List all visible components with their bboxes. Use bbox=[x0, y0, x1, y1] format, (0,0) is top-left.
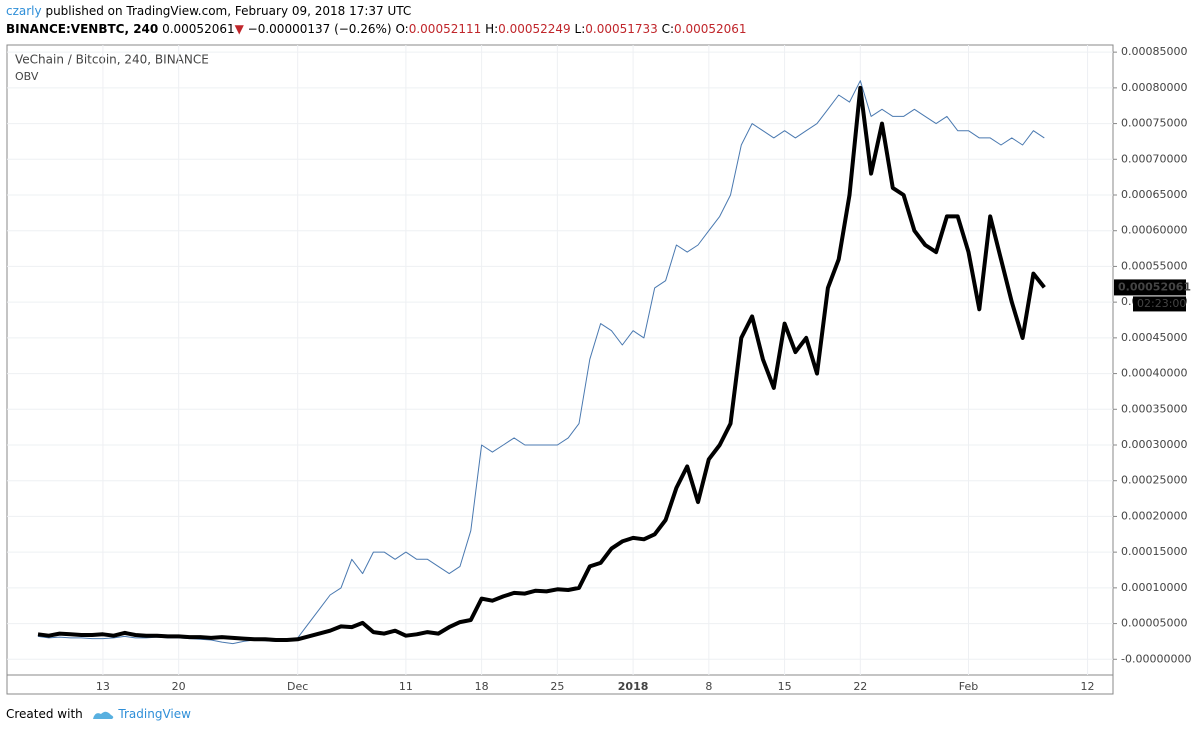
header: czarly published on TradingView.com, Feb… bbox=[6, 4, 411, 18]
created: Created with bbox=[6, 707, 83, 721]
y-tick-label: 0.00085000 bbox=[1121, 45, 1187, 58]
y-tick-label: -0.00000000 bbox=[1121, 652, 1191, 665]
series-line bbox=[37, 85, 1046, 642]
x-tick-label: 22 bbox=[853, 680, 867, 693]
y-tick-label: 0.00040000 bbox=[1121, 367, 1187, 380]
y-tick-label: 0.00055000 bbox=[1121, 259, 1187, 272]
y-tick-label: 0.00070000 bbox=[1121, 152, 1187, 165]
price-tag bbox=[1114, 279, 1186, 296]
open: 0.00052111 bbox=[408, 22, 482, 36]
frame bbox=[6, 44, 1114, 695]
price-tag-label: 0.00052061 bbox=[1118, 280, 1191, 293]
y-tick-label: 0.00030000 bbox=[1121, 438, 1187, 451]
symbol: BINANCE:VENBTC, 240 bbox=[6, 22, 159, 36]
x-tick-label: Dec bbox=[287, 680, 308, 693]
y-tick-label: 0.00020000 bbox=[1121, 509, 1187, 522]
y-tick-label: 0.00005000 bbox=[1121, 617, 1187, 630]
y-tick-label: 0.00065000 bbox=[1121, 188, 1187, 201]
y-tick-label: 0.00060000 bbox=[1121, 224, 1187, 237]
x-tick-label: 8 bbox=[705, 680, 712, 693]
o-label: O: bbox=[395, 22, 409, 36]
y-tick-label: 0.00015000 bbox=[1121, 545, 1187, 558]
x-tick-label: 11 bbox=[399, 680, 413, 693]
low: 0.00051733 bbox=[585, 22, 658, 36]
footer: Created with TradingView bbox=[6, 707, 191, 722]
x-tick-label: 18 bbox=[475, 680, 489, 693]
x-tick-label: 12 bbox=[1081, 680, 1095, 693]
l-label: L: bbox=[574, 22, 586, 36]
legend-entry: OBV bbox=[15, 70, 39, 83]
last: 0.00052061 bbox=[162, 22, 235, 36]
x-tick-label: 13 bbox=[96, 680, 110, 693]
brand[interactable]: TradingView bbox=[118, 707, 191, 721]
change: −0.00000137 (−0.26%) bbox=[247, 22, 392, 36]
c-label: C: bbox=[661, 22, 675, 36]
symbol-line: BINANCE:VENBTC, 240 0.00052061▼ −0.00000… bbox=[6, 22, 747, 36]
y-tick-label: 0.00080000 bbox=[1121, 81, 1187, 94]
x-tick-label: Feb bbox=[959, 680, 978, 693]
x-tick-label: 20 bbox=[172, 680, 186, 693]
x-tick-label: 25 bbox=[550, 680, 564, 693]
x-tick-label: 15 bbox=[778, 680, 792, 693]
timer-label: 02:23:00 bbox=[1137, 297, 1186, 310]
h-label: H: bbox=[485, 22, 499, 36]
y-tick-label: 0.00075000 bbox=[1121, 117, 1187, 130]
chart: VeChain / Bitcoin, 240, BINANCE -0.00000… bbox=[6, 44, 1191, 695]
x-tick-label: 2018 bbox=[618, 680, 649, 693]
logo bbox=[92, 711, 113, 719]
arrow: ▼ bbox=[234, 22, 244, 36]
y-tick-label: 0.00025000 bbox=[1121, 474, 1187, 487]
y-tick-label: 0.00045000 bbox=[1121, 331, 1187, 344]
y-tick-label: 0.00035000 bbox=[1121, 402, 1187, 415]
chart-title: VeChain / Bitcoin, 240, BINANCE bbox=[15, 53, 209, 67]
author[interactable]: czarly bbox=[6, 4, 42, 18]
high: 0.00052249 bbox=[498, 22, 571, 36]
published: published on TradingView.com, February 0… bbox=[45, 4, 412, 18]
y-tick-label: 0.00010000 bbox=[1121, 581, 1187, 594]
timer-tag bbox=[1133, 296, 1186, 312]
close: 0.00052061 bbox=[674, 22, 747, 36]
series-line bbox=[37, 80, 1045, 645]
